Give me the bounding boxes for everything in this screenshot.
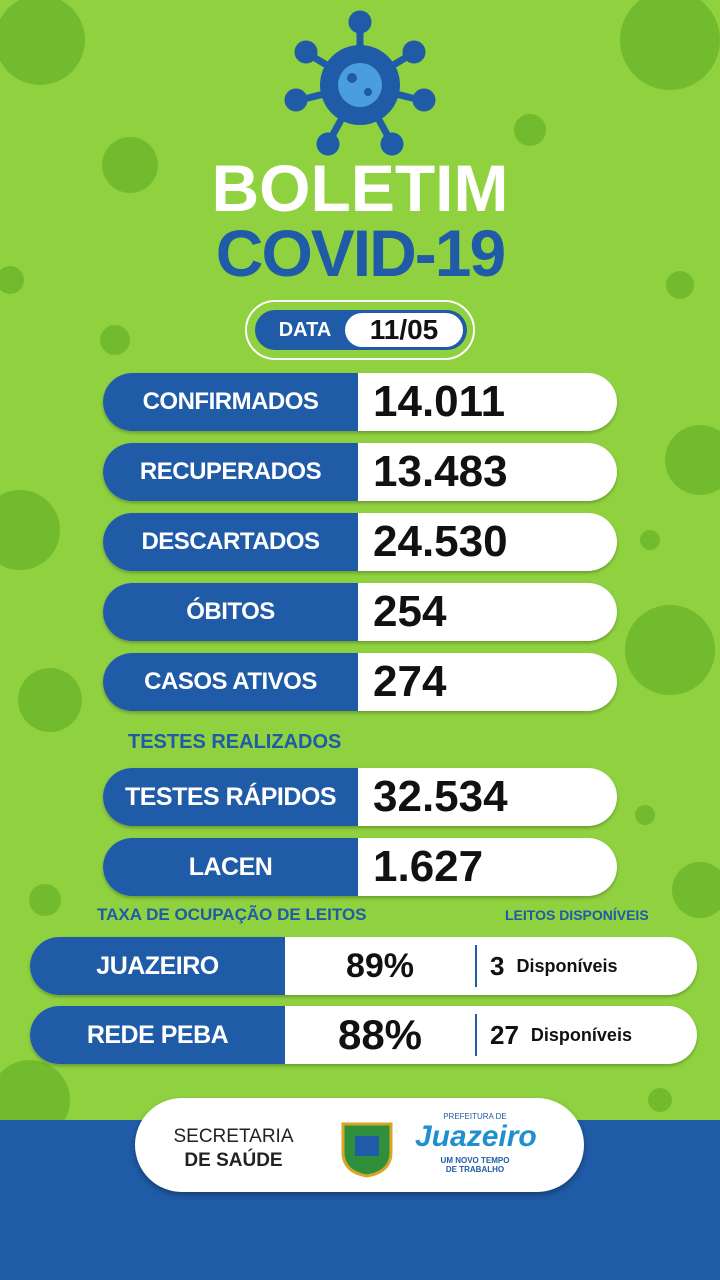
stat-value: 24.530 <box>373 517 508 566</box>
logo-text: PREFEITURA DE <box>443 1112 507 1121</box>
logo-name: Juazeiro <box>415 1120 537 1153</box>
divider <box>475 1014 477 1056</box>
footer-text: SECRETARIA <box>173 1126 294 1147</box>
divider <box>475 945 477 987</box>
bed-label: JUAZEIRO <box>30 937 285 995</box>
bed-available-count: 3 <box>490 950 505 981</box>
footer-text: DE SAÚDE <box>184 1150 283 1171</box>
stat-value: 1.627 <box>373 842 484 891</box>
bed-available: 27 Disponíveis <box>490 1006 632 1064</box>
footer: SECRETARIA DE SAÚDE PREFEITURA DE Juazei… <box>135 1098 584 1192</box>
bed-available: 3 Disponíveis <box>490 937 618 995</box>
date-box: DATA 11/05 <box>245 300 475 360</box>
bed-available-label: Disponíveis <box>516 955 618 976</box>
stat-row: CASOS ATIVOS 274 <box>103 653 617 711</box>
logo-text: DE TRABALHO <box>445 1165 505 1174</box>
stat-label: RECUPERADOS <box>103 443 358 501</box>
logo-text: UM NOVO TEMPO <box>440 1156 510 1165</box>
stat-value: 32.534 <box>373 772 508 821</box>
stat-label: CONFIRMADOS <box>103 373 358 431</box>
section-title: TAXA DE OCUPAÇÃO DE LEITOS <box>97 905 367 924</box>
stat-value: 14.011 <box>373 377 506 426</box>
coat-of-arms <box>341 1122 393 1178</box>
bed-row: REDE PEBA 88% 27 Disponíveis <box>30 1006 697 1064</box>
date-label: DATA <box>278 319 332 341</box>
stat-row: DESCARTADOS 24.530 <box>103 513 617 571</box>
section-title: LEITOS DISPONÍVEIS <box>505 907 649 923</box>
stat-label: LACEN <box>103 838 358 896</box>
date-value: 11/05 <box>345 313 463 347</box>
stat-row: ÓBITOS 254 <box>103 583 617 641</box>
subtitle: COVID-19 <box>215 216 506 290</box>
title: BOLETIM <box>211 151 509 225</box>
stat-row: RECUPERADOS 13.483 <box>103 443 617 501</box>
stat-label: TESTES RÁPIDOS <box>103 768 358 826</box>
bed-available-label: Disponíveis <box>530 1024 632 1045</box>
stat-row: CONFIRMADOS 14.011 <box>103 373 617 431</box>
stat-value: 274 <box>373 657 447 706</box>
stat-label: ÓBITOS <box>103 583 358 641</box>
bed-row: JUAZEIRO 89% 3 Disponíveis <box>30 937 697 995</box>
bed-occupancy: 89% <box>345 946 415 985</box>
stat-label: CASOS ATIVOS <box>103 653 358 711</box>
stat-value: 13.483 <box>373 447 508 496</box>
bed-label: REDE PEBA <box>30 1006 285 1064</box>
stat-row: LACEN 1.627 <box>103 838 617 896</box>
bed-occupancy: 88% <box>337 1011 423 1058</box>
stat-row: TESTES RÁPIDOS 32.534 <box>103 768 617 826</box>
bed-available-count: 27 <box>490 1019 519 1050</box>
stat-label: DESCARTADOS <box>103 513 358 571</box>
section-title: TESTES REALIZADOS <box>128 731 342 753</box>
stat-value: 254 <box>373 587 447 636</box>
